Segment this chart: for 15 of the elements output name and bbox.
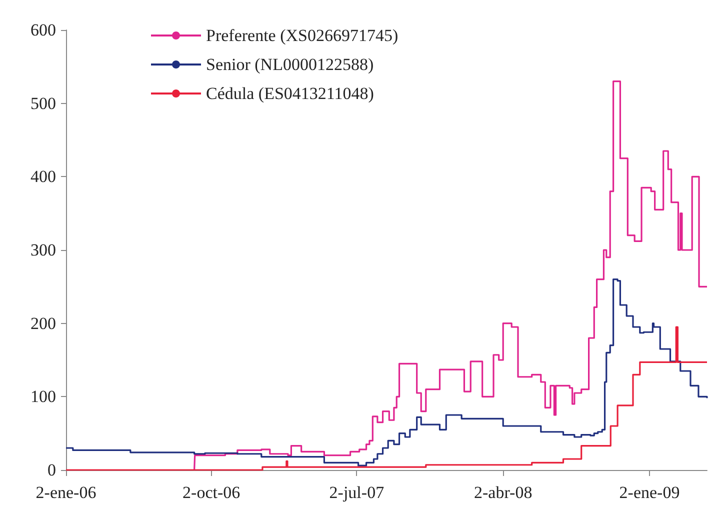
y-tick-label: 500 — [30, 94, 56, 113]
x-tick-label: 2-oct-06 — [182, 483, 240, 502]
y-tick-label: 600 — [30, 20, 56, 40]
x-tick-label: 2-ene-09 — [619, 483, 680, 502]
y-tick-label: 0 — [48, 460, 56, 480]
y-tick-label: 400 — [30, 167, 56, 186]
x-tick-label: 2-jul-07 — [329, 483, 385, 502]
legend-label: Preferente (XS0266971745) — [206, 26, 398, 45]
legend-label: Senior (NL0000122588) — [206, 55, 374, 74]
y-tick-label: 100 — [30, 387, 56, 406]
x-tick-label: 2-abr-08 — [474, 483, 532, 502]
y-tick-label: 300 — [30, 240, 56, 260]
legend-label: Cédula (ES0413211048) — [206, 84, 374, 103]
x-tick-label: 2-ene-06 — [36, 483, 96, 502]
y-tick-label: 200 — [30, 314, 56, 333]
